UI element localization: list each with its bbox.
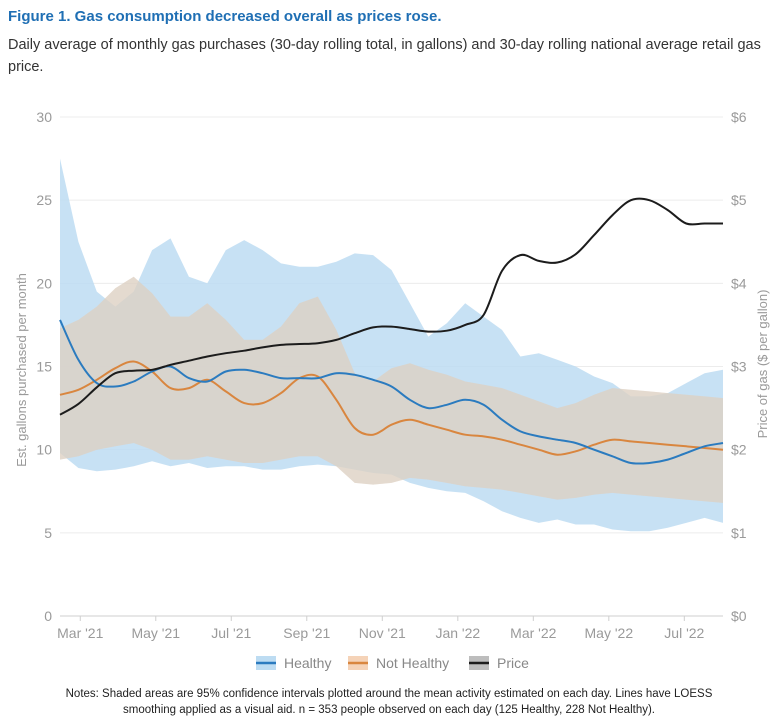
not-healthy-line — [59, 360, 724, 456]
y-tick-label-left: 30 — [36, 109, 52, 125]
y-tick-label-right: $1 — [731, 525, 747, 541]
x-tick-label: May '22 — [585, 625, 634, 641]
y-tick-label-right: $2 — [731, 442, 747, 458]
y-tick-label-left: 25 — [36, 192, 52, 208]
notes-line-2: smoothing applied as a visual aid. n = 3… — [122, 704, 655, 716]
x-tick-label: Jan '22 — [435, 625, 480, 641]
figure-title: Figure 1. Gas consumption decreased over… — [8, 8, 442, 25]
confidence-bands — [60, 158, 723, 532]
legend-label: Healthy — [284, 655, 331, 671]
y-tick-label-left: 15 — [36, 359, 52, 375]
gas-consumption-chart: 0 5 10 15 20 25 30 $0 $1 $2 $3 $4 $5 $6 Mar '21 May '21… — [14, 109, 770, 671]
figure-subtitle: Daily average of monthly gas purchases (… — [8, 37, 761, 75]
series-lines — [59, 197, 724, 465]
x-tick-label: Mar '22 — [510, 625, 556, 641]
y-tick-label-left: 20 — [36, 275, 52, 291]
y-tick-label-right: $4 — [731, 275, 747, 291]
legend-label: Price — [497, 655, 529, 671]
y-tick-label-right: $0 — [731, 608, 747, 624]
x-tick-label: Jul '21 — [211, 625, 251, 641]
price-line — [59, 197, 723, 416]
legend: Healthy Not Healthy Price — [256, 655, 529, 671]
x-tick-label: Jul '22 — [664, 625, 704, 641]
y-tick-label-right: $5 — [731, 192, 747, 208]
y-tick-label-left: 0 — [44, 608, 52, 624]
y-tick-label-right: $6 — [731, 109, 747, 125]
legend-item[interactable]: Not Healthy — [348, 655, 449, 671]
healthy-line — [59, 319, 724, 465]
notes-line-1: Notes: Shaded areas are 95% confidence i… — [65, 688, 713, 700]
x-tick-label: May '21 — [131, 625, 180, 641]
legend-item[interactable]: Healthy — [256, 655, 331, 671]
x-tick-label: Mar '21 — [57, 625, 103, 641]
y-axis-title-left: Est. gallons purchased per month — [14, 273, 29, 467]
legend-item[interactable]: Price — [469, 655, 529, 671]
band-overlap-shade — [60, 276, 723, 503]
y-axis-title-right: Price of gas ($ per gallon) — [755, 290, 770, 439]
x-tick-label: Nov '21 — [359, 625, 406, 641]
axes: 0 5 10 15 20 25 30 $0 $1 $2 $3 $4 $5 $6 Mar '21 May '21… — [36, 109, 746, 641]
legend-label: Not Healthy — [376, 655, 449, 671]
y-tick-label-left: 5 — [44, 525, 52, 541]
y-tick-label-right: $3 — [731, 359, 747, 375]
y-tick-label-left: 10 — [36, 442, 52, 458]
chart-notes: Notes: Shaded areas are 95% confidence i… — [0, 686, 778, 718]
x-tick-label: Sep '21 — [283, 625, 330, 641]
